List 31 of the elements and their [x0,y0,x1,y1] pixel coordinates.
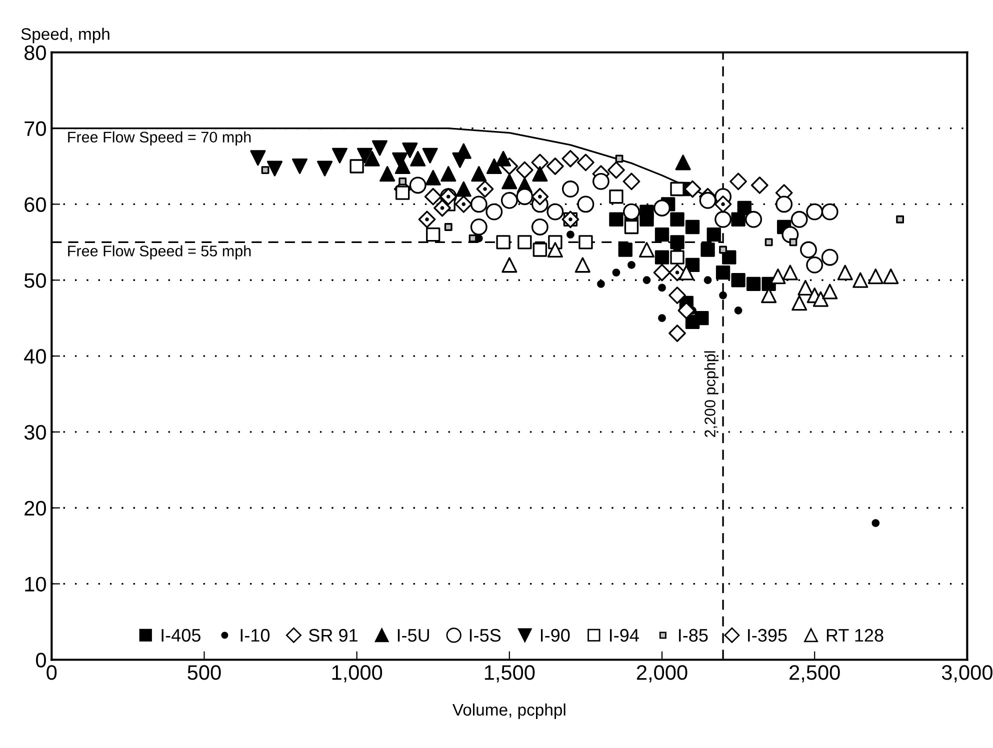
legend-label: I-94 [610,628,639,642]
legend-label: I-395 [748,628,787,642]
x-tick-label: 2,500 [790,665,840,682]
annotation: Free Flow Speed = 70 mph [68,131,251,146]
legend-label: I-90 [540,628,570,642]
legend-label: SR 91 [308,628,358,642]
legend-label: I-5S [470,628,501,642]
y-tick-label: 40 [24,349,46,364]
y-tick-label: 10 [25,576,46,592]
y-tick-label: 50 [24,273,46,288]
ref-line-label: 2,200 pcphpl [704,351,718,437]
x-tick-label: 3,000 [942,665,992,682]
legend-label: I-10 [240,628,270,642]
x-tick-label: 1,500 [484,665,535,682]
x-axis-title: Volume, pcphpl [452,703,566,719]
y-tick-label: 30 [24,424,46,440]
legend-label: I-85 [679,628,708,642]
y-tick-label: 70 [24,121,46,136]
y-axis-title: Speed, mph [21,28,110,44]
legend-label: RT 128 [826,628,884,642]
y-tick-label: 0 [36,652,46,668]
legend-label: I-405 [162,628,200,642]
annotation: Free Flow Speed = 55 mph [68,245,251,260]
y-tick-label: 80 [24,45,46,60]
y-tick-label: 60 [24,197,46,212]
x-tick-label: 2,000 [636,665,688,682]
x-tick-label: 500 [188,665,221,680]
x-tick-label: 0 [46,665,57,680]
y-tick-label: 20 [24,500,46,516]
legend-label: I-5U [398,629,429,642]
x-tick-label: 1,000 [332,665,382,682]
